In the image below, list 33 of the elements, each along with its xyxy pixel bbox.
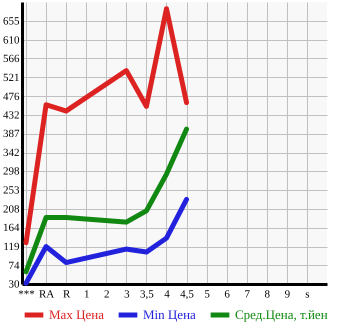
y-tick-label: 342 [3,147,20,160]
x-tick-label: 2 [104,288,110,300]
x-tick-label: 3,5 [140,288,154,300]
y-tick-label: 476 [3,90,20,103]
x-tick-label: 6 [224,288,230,300]
y-tick-label: 164 [3,222,20,234]
x-tick-label: s [305,288,310,300]
y-tick-label: 30 [8,278,20,290]
x-tick-label: 8 [264,288,271,300]
x-tick-label: *** [18,288,35,300]
legend-label: Max Цена [49,307,104,322]
y-tick-label: 566 [3,52,20,65]
y-tick-label: 253 [3,184,20,197]
x-tick-label: 9 [284,288,291,300]
x-tick-label: RA [38,288,54,300]
y-tick-label: 298 [3,166,20,178]
y-tick-label: 208 [3,204,20,216]
x-tick-label: 4 [164,288,170,300]
y-tick-label: 74 [8,260,20,272]
x-tick-label: 3 [124,288,130,300]
y-tick-label: 610 [3,34,20,46]
x-tick-label: 5 [204,288,210,300]
x-tick-label: 7 [244,288,250,300]
x-tick-label: 4,5 [180,288,194,300]
y-tick-label: 119 [3,241,20,254]
y-tick-label: 655 [3,15,20,28]
legend-label: Min Цена [143,307,196,322]
y-tick-label: 521 [3,72,20,84]
y-tick-label: 387 [3,128,20,140]
x-tick-label: 1 [84,288,90,300]
y-tick-label: 432 [3,109,20,122]
x-tick-label: R [62,288,71,300]
legend-label: Сред.Цена, т.йен [235,307,328,322]
